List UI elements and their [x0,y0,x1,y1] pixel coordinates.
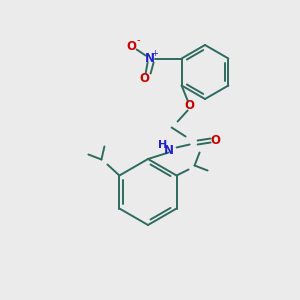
Text: O: O [184,99,195,112]
Text: N: N [145,52,154,65]
Text: O: O [211,134,220,147]
Text: -: - [137,35,140,46]
Text: H: H [158,140,167,151]
Text: +: + [151,49,158,58]
Text: O: O [140,72,150,85]
Text: N: N [164,144,174,157]
Text: O: O [127,40,136,53]
